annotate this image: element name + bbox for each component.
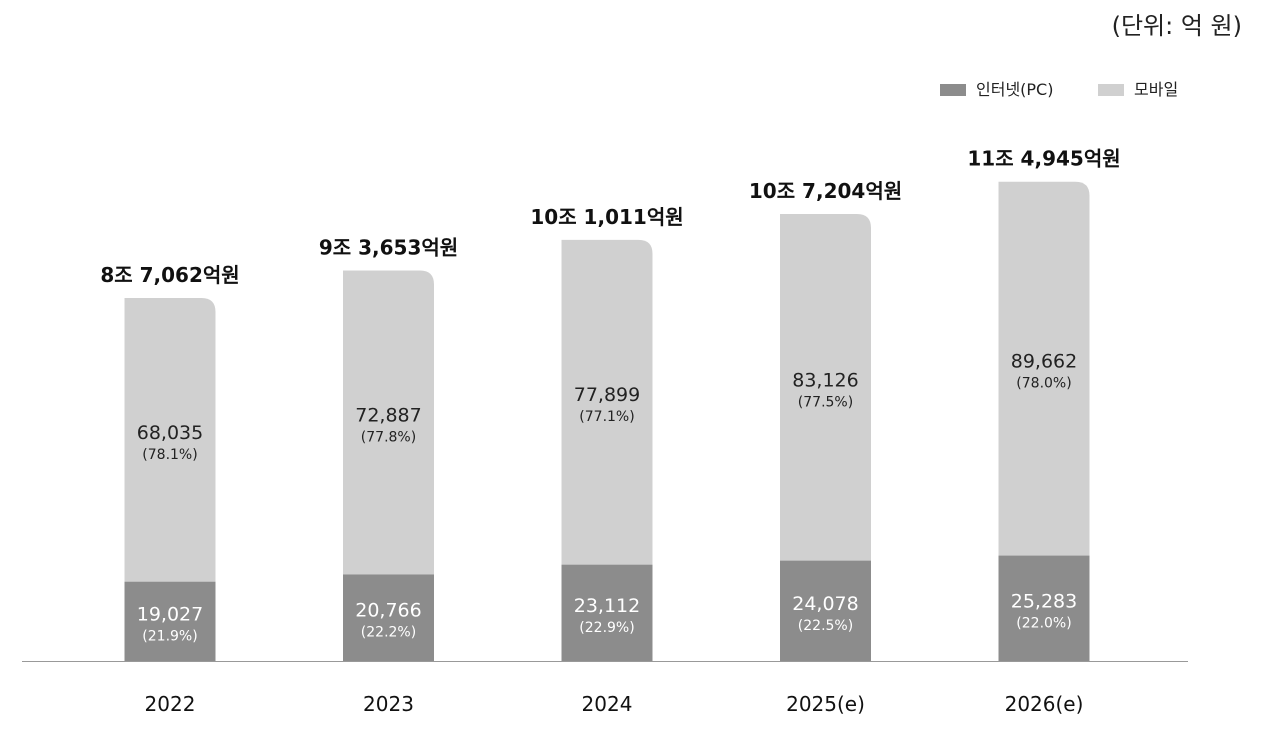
mobile-value-label: 68,035 <box>137 422 203 444</box>
bar-pc-2023 <box>343 574 434 661</box>
pc-value-label: 24,078 <box>792 593 858 615</box>
total-label: 10조 1,011억원 <box>530 205 683 229</box>
mobile-value-label: 89,662 <box>1011 351 1077 373</box>
mobile-value-label: 72,887 <box>355 404 421 426</box>
x-tick-label: 2026(e) <box>1005 692 1084 716</box>
bar-pc-2026(e) <box>998 555 1090 661</box>
bar-pc-2022 <box>124 581 216 661</box>
legend-swatch-mobile <box>1098 84 1124 96</box>
total-label: 11조 4,945억원 <box>967 147 1120 171</box>
legend-label-mobile: 모바일 <box>1134 80 1178 99</box>
bar-pc-2025(e) <box>780 560 871 661</box>
pc-pct-label: (21.9%) <box>142 628 197 644</box>
mobile-value-label: 83,126 <box>792 369 858 391</box>
pc-value-label: 25,283 <box>1011 590 1077 612</box>
bar-mobile-2026(e) <box>998 181 1090 556</box>
bar-mobile-2023 <box>343 270 434 575</box>
pc-pct-label: (22.2%) <box>361 625 416 641</box>
x-tick-label: 2024 <box>582 692 633 716</box>
legend-swatch-pc <box>940 84 966 96</box>
pc-value-label: 19,027 <box>137 603 203 625</box>
mobile-pct-label: (77.1%) <box>579 409 634 425</box>
x-tick-label: 2022 <box>145 692 196 716</box>
bar-mobile-2022 <box>124 298 216 582</box>
mobile-pct-label: (78.0%) <box>1016 376 1071 392</box>
pc-pct-label: (22.9%) <box>579 620 634 636</box>
x-tick-label: 2023 <box>363 692 414 716</box>
bar-mobile-2024 <box>561 239 653 565</box>
bar-pc-2024 <box>561 564 653 661</box>
bars-group: 19,027 (21.9%) 68,035 (78.1%) 8조 7,062억원 20,7… <box>100 147 1121 661</box>
bar-mobile-2025(e) <box>780 214 871 561</box>
legend-label-pc: 인터넷(PC) <box>976 80 1053 99</box>
total-label: 8조 7,062억원 <box>100 263 239 287</box>
mobile-pct-label: (78.1%) <box>142 447 197 463</box>
x-tick-label: 2025(e) <box>786 692 865 716</box>
pc-pct-label: (22.5%) <box>798 618 853 634</box>
pc-value-label: 23,112 <box>574 595 640 617</box>
pc-pct-label: (22.0%) <box>1016 615 1071 631</box>
total-label: 10조 7,204억원 <box>749 179 902 203</box>
unit-label: (단위: 억 원) <box>1112 12 1242 40</box>
pc-value-label: 20,766 <box>355 600 421 622</box>
total-label: 9조 3,653억원 <box>319 236 458 260</box>
mobile-pct-label: (77.5%) <box>798 394 853 410</box>
mobile-value-label: 77,899 <box>574 384 640 406</box>
x-axis-labels: 2022 2023 2024 2025(e) 2026(e) <box>145 692 1084 716</box>
mobile-pct-label: (77.8%) <box>361 429 416 445</box>
legend: 인터넷(PC) 모바일 <box>940 80 1178 99</box>
